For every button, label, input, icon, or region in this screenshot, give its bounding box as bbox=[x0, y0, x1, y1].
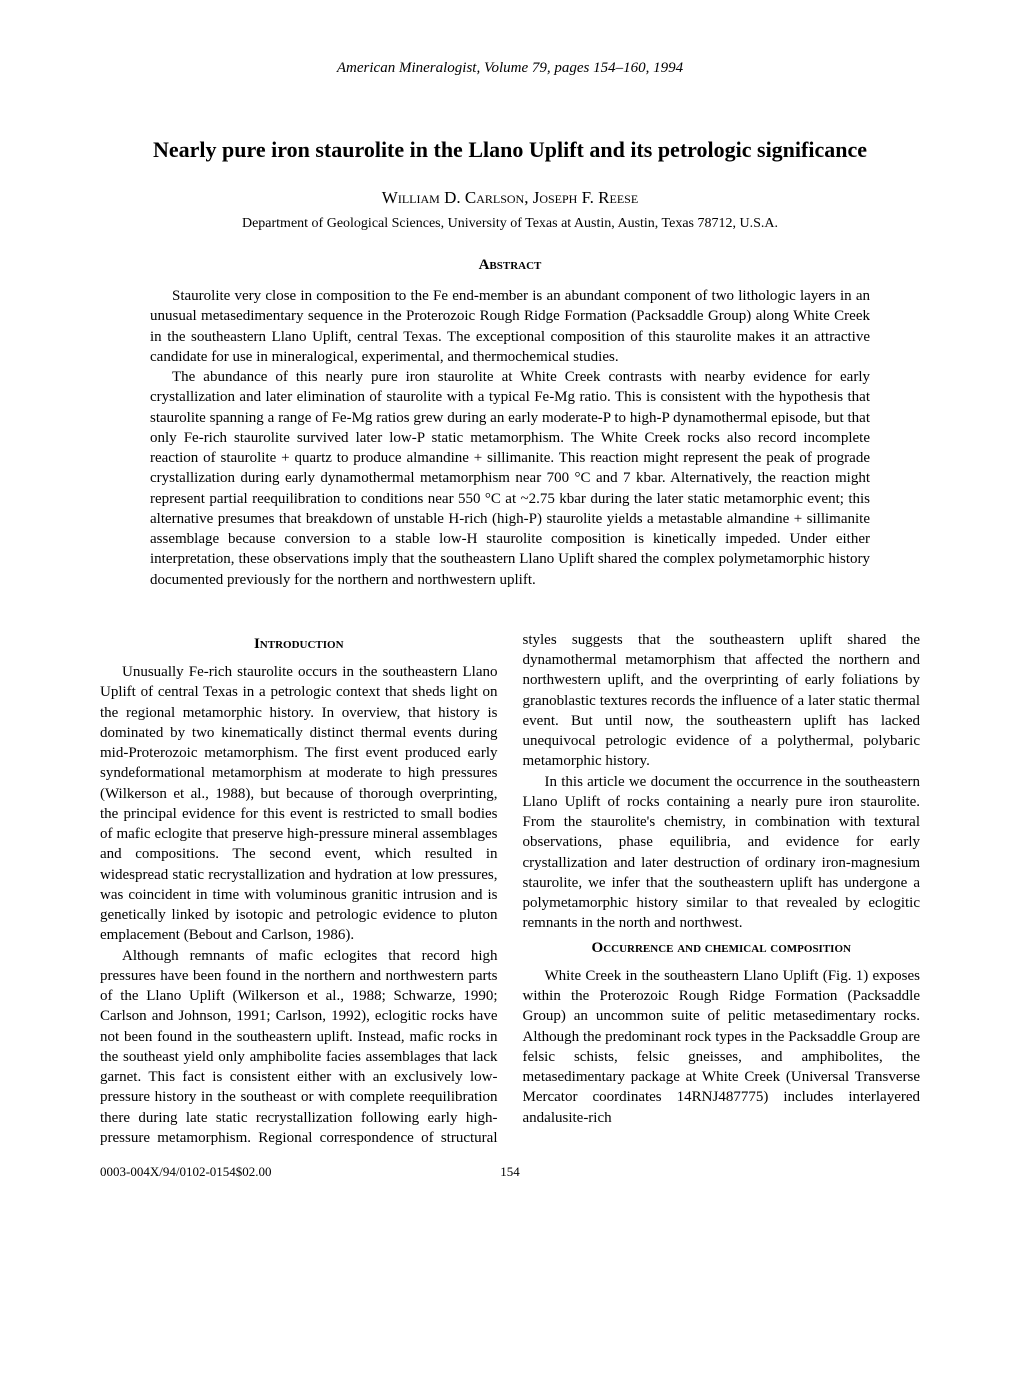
issn-code: 0003-004X/94/0102-0154$02.00 bbox=[100, 1164, 272, 1180]
section-heading-introduction: Introduction bbox=[100, 634, 498, 654]
body-paragraph: White Creek in the southeastern Llano Up… bbox=[523, 966, 921, 1128]
abstract-body: Staurolite very close in composition to … bbox=[150, 286, 870, 590]
abstract-paragraph: Staurolite very close in composition to … bbox=[150, 286, 870, 367]
abstract-paragraph: The abundance of this nearly pure iron s… bbox=[150, 367, 870, 590]
section-heading-occurrence: Occurrence and chemical composition bbox=[523, 938, 921, 958]
journal-header: American Mineralogist, Volume 79, pages … bbox=[100, 60, 920, 77]
article-title: Nearly pure iron staurolite in the Llano… bbox=[100, 137, 920, 163]
body-paragraph: In this article we document the occurren… bbox=[523, 772, 921, 934]
abstract-heading: Abstract bbox=[100, 257, 920, 274]
page-footer: 0003-004X/94/0102-0154$02.00 154 0003-00… bbox=[100, 1164, 920, 1180]
body-paragraph: Unusually Fe-rich staurolite occurs in t… bbox=[100, 662, 498, 946]
affiliation: Department of Geological Sciences, Unive… bbox=[100, 216, 920, 232]
body-columns: Introduction Unusually Fe-rich staurolit… bbox=[100, 630, 920, 1148]
authors: William D. Carlson, Joseph F. Reese bbox=[100, 188, 920, 208]
page-number: 154 bbox=[272, 1164, 749, 1180]
